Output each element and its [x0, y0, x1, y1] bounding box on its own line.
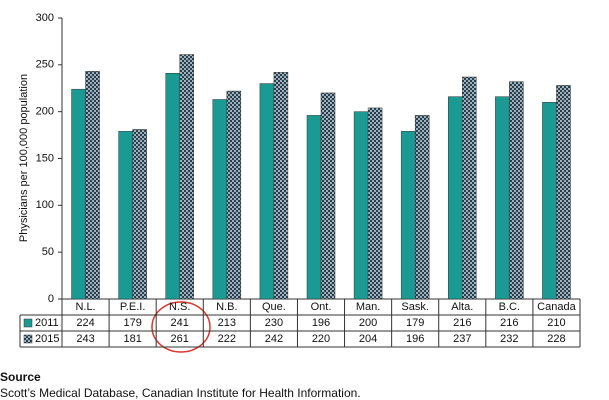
bar [556, 85, 571, 300]
table-value: 243 [76, 333, 94, 345]
table-value: 196 [312, 317, 330, 329]
highlight-circle [151, 301, 211, 353]
bar [165, 73, 180, 300]
bar [353, 111, 369, 300]
x-tick-label: Ont. [311, 301, 332, 313]
bar [509, 81, 524, 300]
bar [212, 99, 228, 300]
bar [259, 83, 275, 300]
x-tick-label: Sask. [401, 301, 429, 313]
table-value: 224 [76, 317, 94, 329]
table-value: 241 [171, 317, 189, 329]
legend-swatch [23, 334, 33, 344]
table-value: 210 [547, 317, 565, 329]
x-tick-label: Man. [356, 301, 380, 313]
legend-swatch [23, 318, 33, 328]
table-value: 179 [406, 317, 424, 329]
table-value: 261 [171, 333, 189, 345]
table-value: 181 [123, 333, 141, 345]
x-tick-label: N.B. [216, 301, 237, 313]
bar [320, 92, 336, 300]
table-value: 228 [547, 333, 565, 345]
bar [448, 96, 463, 300]
x-tick-label: Que. [262, 301, 286, 313]
table-value: 222 [218, 333, 236, 345]
x-tick-label: Alta. [451, 301, 473, 313]
bar [226, 90, 242, 300]
bar [542, 102, 557, 300]
source-text: Scott’s Medical Database, Canadian Insti… [0, 386, 361, 400]
table-value: 220 [312, 333, 330, 345]
bar [400, 131, 416, 300]
table-value: 216 [500, 317, 518, 329]
table-value: 200 [359, 317, 377, 329]
table-value: 179 [123, 317, 141, 329]
legend-label: 2011 [35, 317, 59, 329]
x-tick-label: Canada [537, 301, 576, 313]
table-value: 242 [265, 333, 283, 345]
bar [414, 115, 430, 300]
table-value: 216 [453, 317, 471, 329]
y-tick-label: 0 [48, 293, 54, 305]
y-tick-label: 250 [36, 59, 54, 71]
bar [179, 54, 194, 300]
y-tick-label: 150 [36, 152, 54, 164]
bar [306, 115, 322, 300]
table-value: 230 [265, 317, 283, 329]
bar [367, 107, 383, 300]
x-tick-label: P.E.I. [120, 301, 145, 313]
x-tick-label: N.S. [169, 301, 190, 313]
y-tick-label: 100 [36, 199, 54, 211]
x-tick-label: B.C. [499, 301, 520, 313]
x-tick-label: N.L. [75, 301, 95, 313]
bar [273, 72, 289, 300]
bar [85, 71, 100, 300]
table-value: 232 [500, 333, 518, 345]
bar [132, 129, 147, 300]
table-value: 204 [359, 333, 377, 345]
y-tick-label: 300 [36, 12, 54, 24]
y-axis-title: Physicians per 100,000 population [18, 74, 30, 242]
table-value: 237 [453, 333, 471, 345]
y-tick-label: 200 [36, 106, 54, 118]
bar [71, 88, 86, 300]
table-value: 213 [218, 317, 236, 329]
bar [118, 131, 133, 300]
y-tick-label: 50 [42, 246, 54, 258]
bar [495, 96, 510, 300]
legend-label: 2015 [35, 333, 59, 345]
bar [462, 76, 477, 300]
source-heading: Source [0, 370, 41, 384]
table-value: 196 [406, 333, 424, 345]
